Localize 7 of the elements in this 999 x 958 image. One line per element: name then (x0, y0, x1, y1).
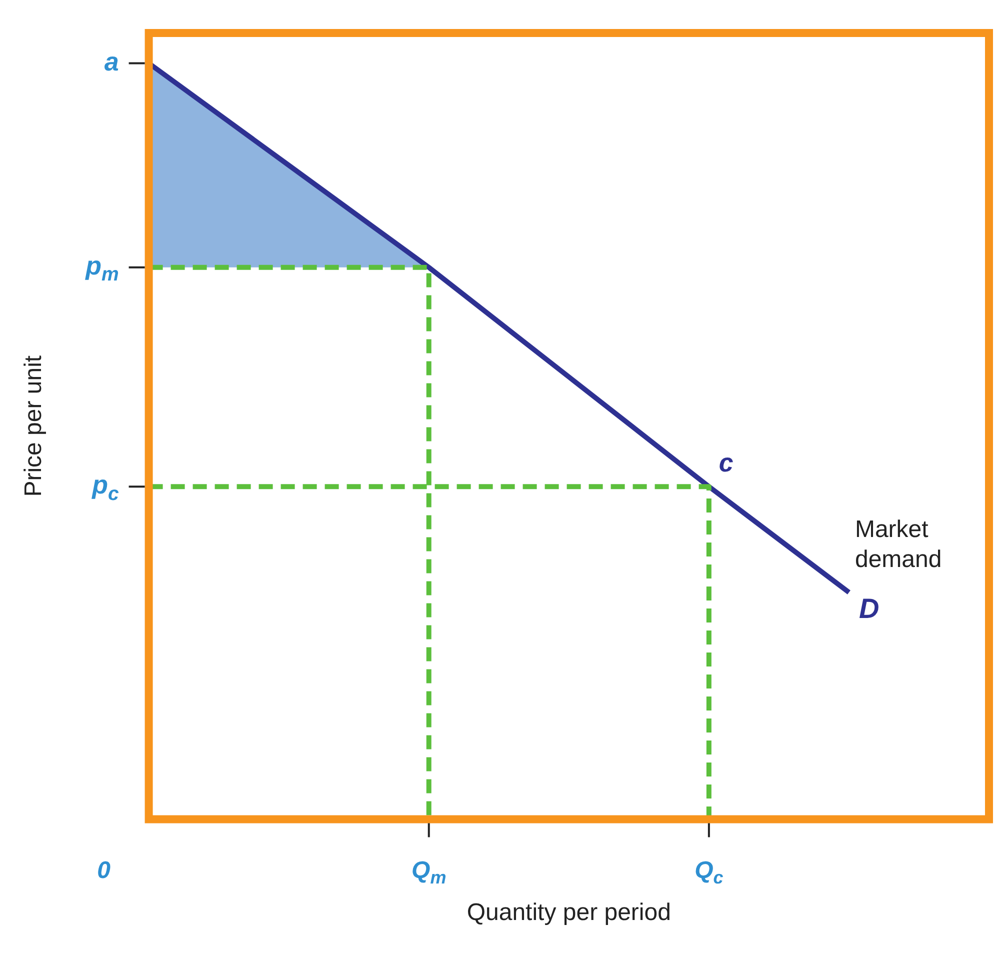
x-tick-label: 0 (97, 856, 112, 884)
text: a (104, 46, 119, 76)
x-axis-title: Quantity per period (466, 899, 671, 926)
annotation: c (718, 448, 734, 478)
annotation: Market demand (854, 516, 942, 574)
annotation: D (858, 593, 880, 624)
y-axis-title: Price per unit (20, 355, 48, 497)
